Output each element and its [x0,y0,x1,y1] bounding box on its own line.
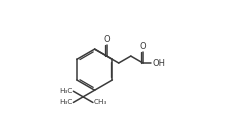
Text: H₃C: H₃C [59,88,72,94]
Text: O: O [103,35,110,44]
Text: O: O [140,42,146,51]
Text: CH₃: CH₃ [94,99,107,105]
Text: H₃C: H₃C [59,99,72,105]
Text: OH: OH [152,59,165,68]
